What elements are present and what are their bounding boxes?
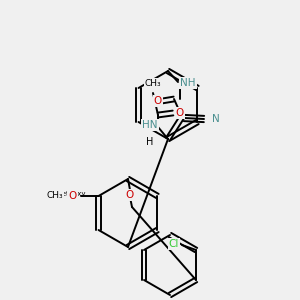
Text: NH: NH [180,78,196,88]
Text: H: H [146,137,154,147]
Text: O: O [126,190,134,200]
Text: CH₃: CH₃ [46,191,63,200]
Text: O: O [176,108,184,118]
Text: O: O [68,191,77,201]
Text: Cl: Cl [169,239,179,249]
Text: CH₃: CH₃ [145,79,161,88]
Text: methoxy: methoxy [55,191,86,197]
Text: HN: HN [142,120,158,130]
Text: O: O [154,96,162,106]
Text: N: N [212,114,220,124]
